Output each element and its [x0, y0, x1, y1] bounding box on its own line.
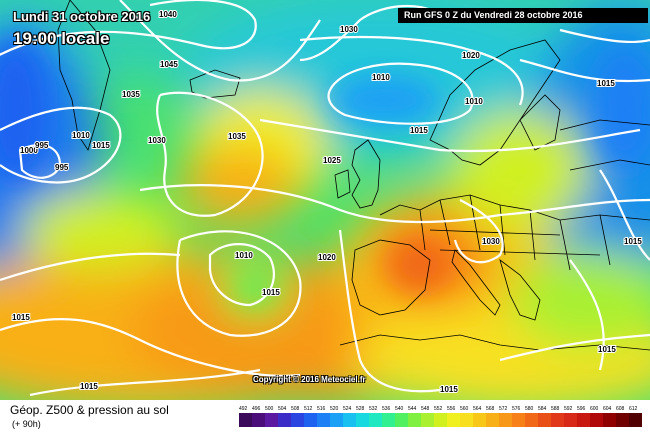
scale-tick-label: 492: [239, 406, 248, 412]
scale-tick-label: 508: [291, 406, 300, 412]
scale-swatch: [538, 413, 551, 427]
forecast-local-time: 19:00 locale: [13, 29, 110, 48]
scale-swatch: [356, 413, 369, 427]
isobar-label: 995: [55, 163, 69, 172]
isobar-label: 1010: [235, 251, 253, 260]
scale-swatch: [252, 413, 265, 427]
isobar-label: 1040: [159, 10, 177, 19]
scale-swatch: [382, 413, 395, 427]
scale-swatch: [408, 413, 421, 427]
scale-tick-label: 604: [603, 406, 612, 412]
scale-tick-label: 612: [629, 406, 638, 412]
scale-tick-label: 600: [590, 406, 599, 412]
weather-map: 1040 1045 1035 1030 1010 1000 995 995 10…: [0, 0, 650, 400]
isobar-label: 1035: [228, 132, 246, 141]
scale-swatch: [525, 413, 538, 427]
legend-subtitle: (+ 90h): [12, 419, 41, 429]
scale-tick-label: 516: [317, 406, 326, 412]
scale-swatch: [551, 413, 564, 427]
scale-swatch: [629, 413, 642, 427]
scale-tick-label: 504: [278, 406, 287, 412]
isobar-label: 1025: [323, 156, 341, 165]
scale-swatch: [265, 413, 278, 427]
scale-swatch: [512, 413, 525, 427]
scale-swatch: [590, 413, 603, 427]
scale-tick-label: 528: [356, 406, 365, 412]
isobar-label: 1045: [160, 60, 178, 69]
isobar-label: 1010: [372, 73, 390, 82]
scale-tick-label: 560: [460, 406, 469, 412]
scale-swatch: [447, 413, 460, 427]
scale-tick-label: 572: [499, 406, 508, 412]
legend-title: Géop. Z500 & pression au sol: [10, 403, 169, 417]
scale-swatch: [421, 413, 434, 427]
scale-swatch: [369, 413, 382, 427]
scale-swatch: [564, 413, 577, 427]
scale-swatch: [460, 413, 473, 427]
scale-tick-label: 500: [265, 406, 274, 412]
scale-swatch: [395, 413, 408, 427]
scale-tick-label: 532: [369, 406, 378, 412]
isobar-label: 1015: [440, 385, 458, 394]
scale-tick-label: 576: [512, 406, 521, 412]
scale-tick-label: 556: [447, 406, 456, 412]
isobar-label: 1030: [482, 237, 500, 246]
run-info-banner: Run GFS 0 Z du Vendredi 28 octobre 2016: [398, 8, 648, 23]
scale-tick-label: 564: [473, 406, 482, 412]
scale-tick-label: 596: [577, 406, 586, 412]
scale-tick-label: 496: [252, 406, 261, 412]
forecast-date: Lundi 31 octobre 2016: [13, 9, 151, 24]
isobar-label: 1010: [465, 97, 483, 106]
scale-tick-label: 608: [616, 406, 625, 412]
isobar-label: 1015: [262, 288, 280, 297]
isobar-label: 1015: [410, 126, 428, 135]
scale-swatch: [616, 413, 629, 427]
scale-tick-label: 524: [343, 406, 352, 412]
isobar-label: 1000: [20, 146, 38, 155]
scale-swatch: [239, 413, 252, 427]
isobar-label: 1015: [92, 141, 110, 150]
scale-tick-label: 580: [525, 406, 534, 412]
isobar-label: 1015: [598, 345, 616, 354]
scale-swatch: [434, 413, 447, 427]
isobar-label: 1015: [12, 313, 30, 322]
scale-tick-label: 512: [304, 406, 313, 412]
scale-swatch: [291, 413, 304, 427]
isobar-label: 1020: [462, 51, 480, 60]
isobar-label: 1010: [72, 131, 90, 140]
scale-tick-label: 568: [486, 406, 495, 412]
scale-swatch: [317, 413, 330, 427]
scale-swatch: [343, 413, 356, 427]
scale-swatch: [603, 413, 616, 427]
isobar-label: 1015: [597, 79, 615, 88]
scale-swatch: [278, 413, 291, 427]
isobar-label: 1015: [624, 237, 642, 246]
scale-tick-label: 592: [564, 406, 573, 412]
scale-swatch: [330, 413, 343, 427]
isobar-label: 1020: [318, 253, 336, 262]
scale-swatch: [304, 413, 317, 427]
scale-tick-label: 540: [395, 406, 404, 412]
scale-tick-label: 544: [408, 406, 417, 412]
scale-tick-label: 584: [538, 406, 547, 412]
scale-swatch: [577, 413, 590, 427]
isobar-label: 1030: [148, 136, 166, 145]
isobar-label: 995: [35, 141, 49, 150]
scale-tick-label: 552: [434, 406, 443, 412]
color-scale: 492 496 500 504 508 512 516 520 524 528 532 536 540 5…: [239, 406, 642, 427]
scale-tick-label: 536: [382, 406, 391, 412]
scale-swatch: [473, 413, 486, 427]
scale-tick-label: 548: [421, 406, 430, 412]
copyright-notice: Copyright © 2016 Meteociel.fr: [253, 375, 366, 384]
scale-swatch: [499, 413, 512, 427]
scale-tick-label: 520: [330, 406, 339, 412]
isobar-label: 1030: [340, 25, 358, 34]
scale-tick-label: 588: [551, 406, 560, 412]
isobar-label: 1015: [80, 382, 98, 391]
scale-swatch: [486, 413, 499, 427]
isobar-label: 1035: [122, 90, 140, 99]
